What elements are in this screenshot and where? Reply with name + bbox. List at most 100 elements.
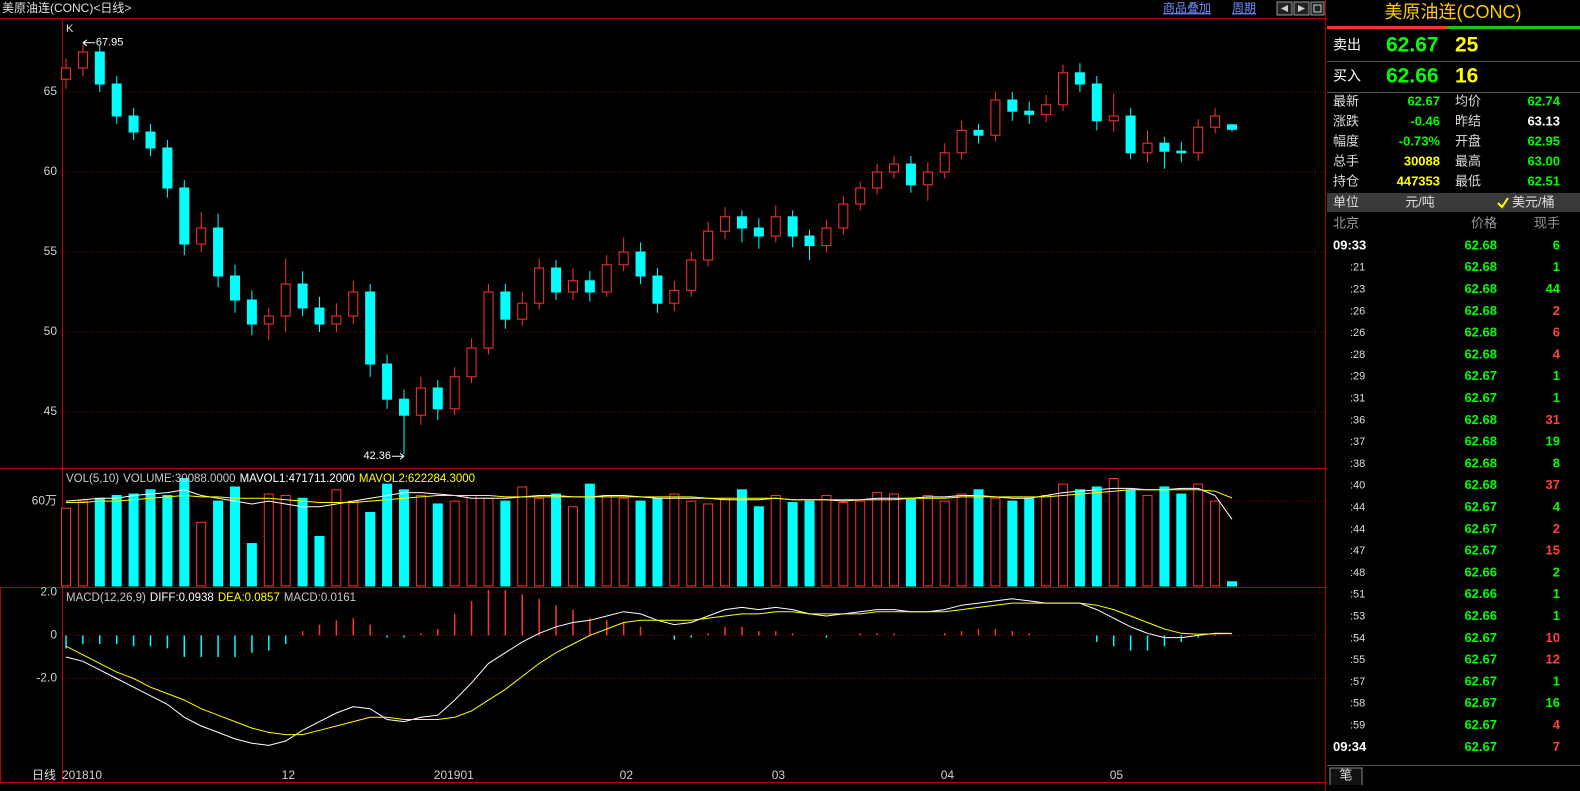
volume-bar [601,494,612,587]
stat-value: -0.46 [1410,113,1440,128]
tick-time: :37 [1350,436,1365,448]
tick-qty: 1 [1553,259,1560,274]
candle-body [1074,72,1085,85]
tick-time: :36 [1350,414,1365,426]
volume-bar [77,500,88,587]
candle-body [297,283,308,309]
candle-body [246,299,257,325]
tick-price: 62.67 [1464,368,1497,383]
pane-title: MACD(12,26,9) [66,592,146,604]
candle-body [196,227,207,245]
candle-body [1041,104,1052,115]
tick-qty: 15 [1546,543,1560,558]
ask-price: 62.67 [1386,34,1439,57]
candle-body [500,291,511,320]
ticks-header: 价格 [1471,215,1497,230]
stat-value: 62.51 [1527,173,1560,188]
unit-option[interactable]: 美元/桶 [1512,194,1555,209]
volume-bar [939,500,950,587]
tick-qty: 1 [1553,673,1560,688]
ratio-bar-red [1327,26,1447,29]
stat-label: 总手 [1333,153,1359,168]
volume-bar [1193,483,1204,587]
tick-price: 62.67 [1464,673,1497,688]
y-tick-label: 60 [44,164,58,178]
candle-body [669,289,680,304]
volume-bar [669,493,680,587]
volume-bar [1159,486,1170,587]
tick-qty: 4 [1553,346,1561,361]
volume-bar [1210,500,1221,587]
candle-body [720,216,731,232]
ticks-header: 现手 [1534,215,1560,230]
volume-bar [145,489,156,587]
candle-body [551,267,562,293]
volume-bar [179,477,190,587]
volume-bar [720,497,731,587]
tick-time: :51 [1350,589,1365,601]
volume-bar [500,500,511,587]
tick-price: 62.67 [1464,739,1497,754]
tick-price: 62.66 [1464,608,1497,623]
tick-qty: 1 [1553,608,1560,623]
candle-body [382,363,393,400]
volume-bar [584,483,595,587]
tick-price: 62.68 [1464,477,1497,492]
volume-bar [686,500,697,587]
tick-price: 62.68 [1464,237,1497,252]
bid-volume: 16 [1455,65,1478,88]
tick-price: 62.68 [1464,303,1497,318]
candle-body [1176,150,1187,154]
tick-time: :23 [1350,284,1365,296]
volume-bar [635,500,646,587]
candle-body [889,163,900,173]
ticks-header: 北京 [1333,215,1359,230]
candle-body [1108,115,1119,122]
stat-label: 最高 [1455,153,1481,168]
candle-body [703,230,714,261]
tab-label[interactable]: 笔 [1339,767,1352,782]
volume-bar [483,497,494,587]
volume-bar [770,494,781,587]
unit-option[interactable]: 元/吨 [1405,194,1435,209]
candle-body [280,283,291,317]
period-button[interactable]: 周期 [1232,1,1256,15]
legend-entry: VOLUME:30088.0000 [123,473,236,485]
volume-bar [956,493,967,587]
legend-entry: MAVOL1:471711.2000 [240,473,355,485]
candle-body [145,131,156,149]
candle-body [804,235,815,247]
panel-title: 美原油连(CONC) [1385,2,1522,22]
tick-qty: 2 [1553,521,1560,536]
tick-qty: 44 [1546,281,1561,296]
tick-time: 09:33 [1333,237,1366,252]
ask-label: 卖出 [1333,37,1361,53]
volume-bar [415,494,426,587]
stat-label: 最低 [1455,173,1481,188]
volume-bar [821,494,832,587]
candle-body [939,152,950,173]
volume-bar [1024,497,1035,587]
tick-price: 62.67 [1464,499,1497,514]
candle-body [229,275,240,301]
tab[interactable] [1329,767,1363,785]
stat-label: 涨跌 [1333,113,1359,128]
overlay-button[interactable]: 商品叠加 [1163,0,1211,15]
tick-price: 62.67 [1464,717,1497,732]
volume-bar [162,494,173,587]
volume-bar [1108,477,1119,587]
tick-time: :54 [1350,632,1365,644]
stat-value: 63.00 [1527,153,1560,168]
tick-qty: 10 [1546,630,1560,645]
nav-full[interactable] [1310,1,1325,16]
y-tick-label: 50 [44,324,58,338]
tick-qty: 16 [1546,695,1560,710]
stat-value: 62.95 [1527,133,1560,148]
volume-bar [652,497,663,587]
line [66,489,1233,503]
nav-buttons[interactable] [1276,1,1325,16]
tick-time: :53 [1350,611,1365,623]
candle-body [213,227,224,277]
volume-bar [872,492,883,587]
candle-body [179,187,190,245]
